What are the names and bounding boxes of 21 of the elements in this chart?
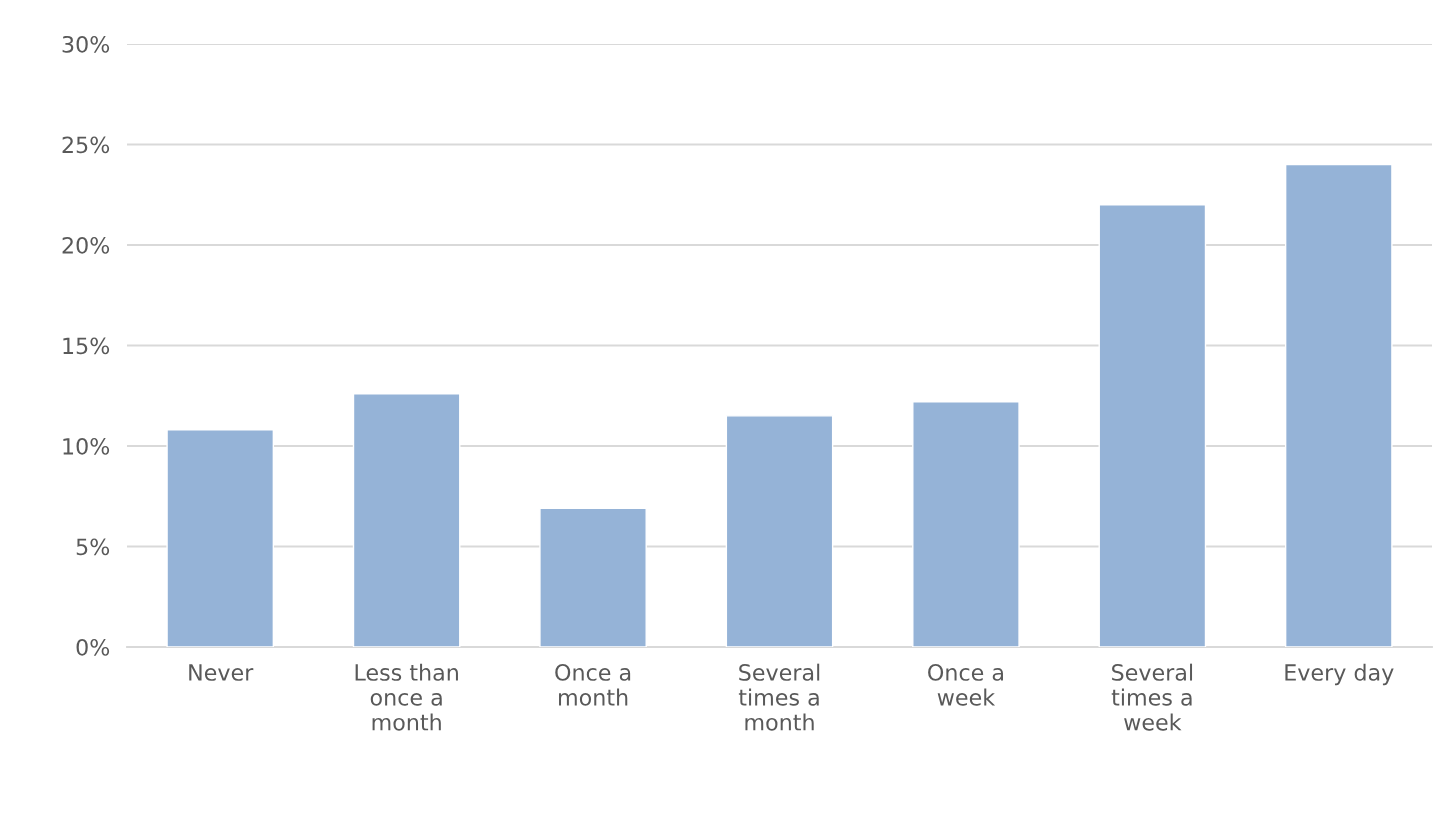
y-tick-label: 10% [63, 437, 110, 455]
bar [352, 393, 461, 647]
x-tick-label: Once a month [555, 664, 631, 706]
bar [912, 401, 1020, 647]
x-tick-label: Never [189, 664, 254, 681]
y-tick-label: 25% [62, 136, 110, 154]
bar [725, 415, 834, 647]
x-tick-label: Several times a week [1111, 663, 1193, 731]
x-tick-label: Less than once a month [355, 663, 458, 731]
y-tick-label: 20% [62, 236, 110, 254]
bar [166, 429, 275, 647]
x-tick-label: Every day [1285, 663, 1394, 686]
bar [1284, 163, 1393, 647]
bar [539, 507, 647, 647]
x-tick-label: Once a week [928, 664, 1003, 706]
x-tick-label: Several times a month [738, 663, 820, 731]
y-tick-label: 15% [63, 337, 110, 355]
y-tick-label: 5% [76, 538, 110, 556]
y-tick-label: 0% [76, 638, 110, 656]
y-tick-label: 30% [62, 35, 110, 53]
bar [1098, 204, 1207, 647]
